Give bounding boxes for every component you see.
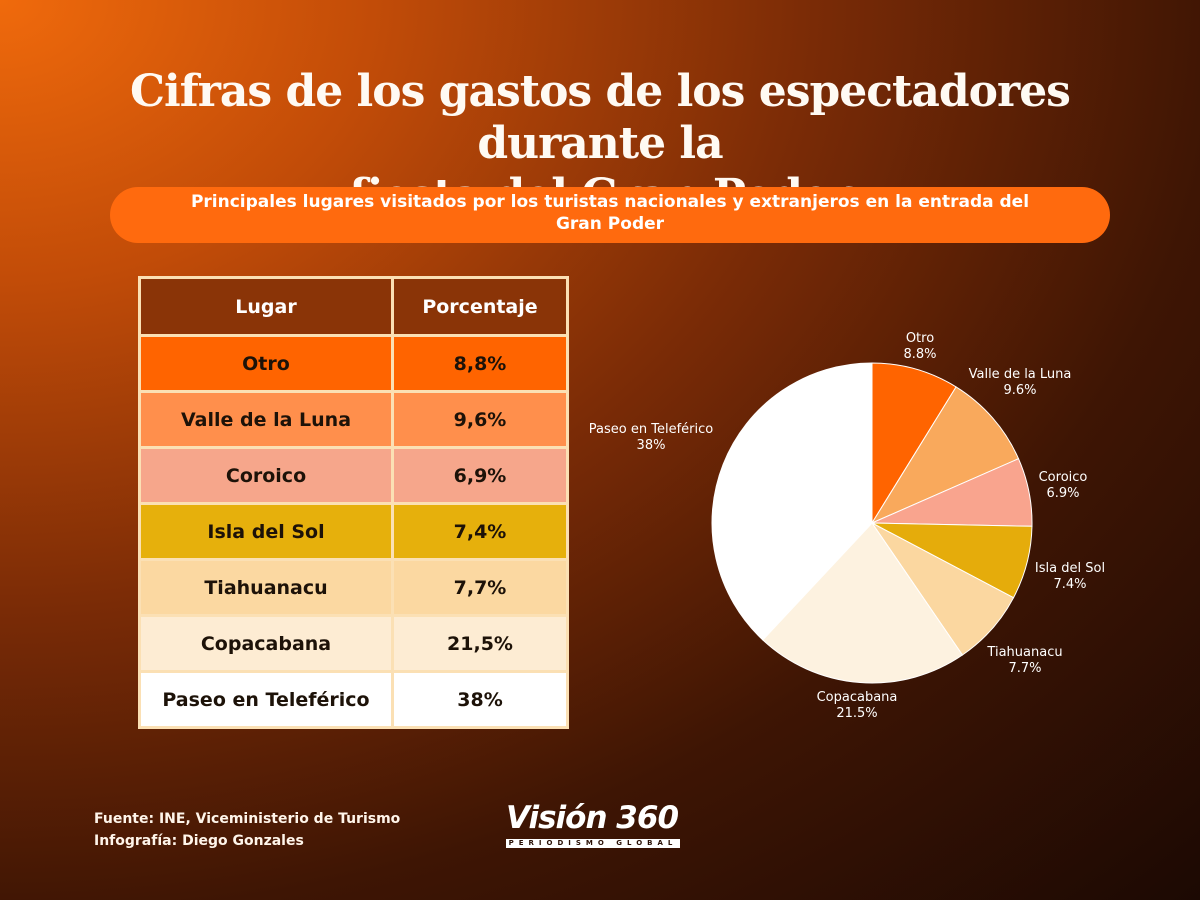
row-place: Copacabana	[138, 614, 394, 673]
pie-label: Isla del Sol 7.4%	[1035, 561, 1105, 592]
pie-chart-container: Otro 8.8% Valle de la Luna 9.6% Coroico 6.9% I…	[570, 310, 1170, 740]
source-text: Fuente: INE, Viceministerio de Turismo	[94, 811, 401, 827]
logo-wordmark: Visión 360	[506, 800, 679, 836]
pie-slice-valle-de-la-luna	[870, 386, 1020, 525]
row-pct: 8,8%	[391, 334, 569, 393]
vision360-logo: Visión 360 PERIODISMO GLOBAL	[506, 800, 686, 854]
row-pct: 6,9%	[391, 446, 569, 505]
row-pct: 7,4%	[391, 502, 569, 561]
header-lugar: Lugar	[138, 276, 394, 337]
header-porcentaje: Porcentaje	[391, 276, 569, 337]
row-place: Paseo en Teleférico	[138, 670, 394, 729]
row-place: Otro	[138, 334, 394, 393]
pie-label: Valle de la Luna 9.6%	[969, 367, 1072, 398]
data-table: Lugar Porcentaje Otro 8,8% Valle de la L…	[138, 276, 569, 729]
row-pct: 9,6%	[391, 390, 569, 449]
table-row: Valle de la Luna 9,6%	[138, 390, 569, 449]
row-place: Isla del Sol	[138, 502, 394, 561]
title-line-1: Cifras de los gastos de los espectadores…	[130, 66, 1071, 169]
pie-slice-copacabana	[762, 522, 964, 684]
pie-slice-paseo-en-teleférico	[711, 362, 873, 641]
pie-label: Otro 8.8%	[903, 331, 936, 362]
pie-label: Paseo en Teleférico 38%	[589, 422, 713, 453]
credit-text: Infografía: Diego Gonzales	[94, 833, 304, 849]
subtitle-line-1: Principales lugares visitados por los tu…	[190, 192, 1030, 212]
table-row: Coroico 6,9%	[138, 446, 569, 505]
pie-label: Copacabana 21.5%	[817, 690, 898, 721]
footer-credits: Fuente: INE, Viceministerio de Turismo I…	[94, 808, 400, 852]
row-pct: 38%	[391, 670, 569, 729]
row-pct: 21,5%	[391, 614, 569, 673]
pie-chart: Otro 8.8% Valle de la Luna 9.6% Coroico 6.9% I…	[589, 331, 1105, 721]
table-row: Isla del Sol 7,4%	[138, 502, 569, 561]
row-place: Valle de la Luna	[138, 390, 394, 449]
row-place: Tiahuanacu	[138, 558, 394, 617]
pie-label: Coroico 6.9%	[1039, 470, 1088, 501]
table-row: Otro 8,8%	[138, 334, 569, 393]
pie-slice-otro	[871, 362, 957, 525]
pie-label: Tiahuanacu 7.7%	[986, 645, 1062, 676]
table-row: Paseo en Teleférico 38%	[138, 670, 569, 729]
row-pct: 7,7%	[391, 558, 569, 617]
subtitle-banner: Principales lugares visitados por los tu…	[110, 187, 1110, 243]
logo-tagline: PERIODISMO GLOBAL	[506, 839, 680, 848]
row-place: Coroico	[138, 446, 394, 505]
table-row: Tiahuanacu 7,7%	[138, 558, 569, 617]
table-header-row: Lugar Porcentaje	[138, 276, 569, 337]
table-row: Copacabana 21,5%	[138, 614, 569, 673]
subtitle-line-2: Gran Poder	[555, 214, 665, 234]
